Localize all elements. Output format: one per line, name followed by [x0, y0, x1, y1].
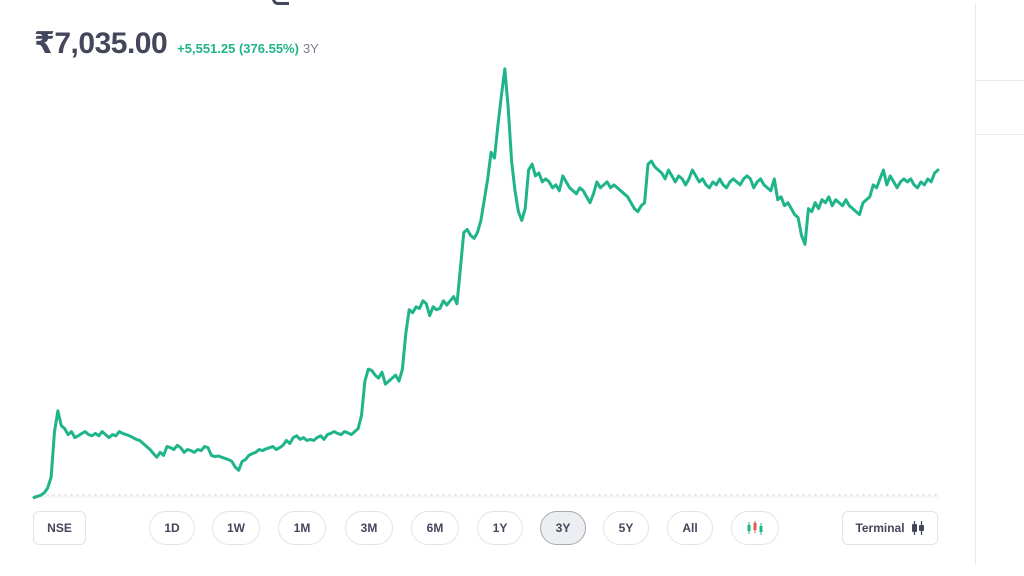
range-label: 3Y — [555, 521, 571, 535]
range-button-1y[interactable]: 1Y — [477, 511, 523, 545]
panel-divider — [976, 134, 1024, 135]
range-button-all[interactable]: All — [667, 511, 713, 545]
chart-type-button[interactable] — [731, 511, 779, 545]
range-label: 3M — [360, 521, 378, 535]
range-button-3y[interactable]: 3Y — [540, 511, 586, 545]
range-button-1d[interactable]: 1D — [149, 511, 195, 545]
range-button-6m[interactable]: 6M — [411, 511, 459, 545]
page-title-fragment — [272, 0, 289, 5]
range-button-1m[interactable]: 1M — [278, 511, 326, 545]
range-label: 6M — [426, 521, 444, 535]
price-change: +5,551.25 (376.55%) — [177, 41, 299, 56]
range-button-1w[interactable]: 1W — [212, 511, 260, 545]
range-label: 1D — [164, 521, 180, 535]
price-series-line — [32, 67, 940, 500]
candlestick-icon — [911, 520, 925, 536]
range-label: All — [682, 521, 698, 535]
range-label: 5Y — [618, 521, 634, 535]
range-button-3m[interactable]: 3M — [345, 511, 393, 545]
price-summary: ₹7,035.00 +5,551.25 (376.55%) 3Y — [34, 26, 319, 61]
terminal-button[interactable]: Terminal — [842, 511, 938, 545]
candlestick-icon — [746, 520, 764, 536]
range-label: 1Y — [492, 521, 508, 535]
range-button-5y[interactable]: 5Y — [603, 511, 649, 545]
change-period: 3Y — [302, 41, 319, 56]
right-side-panel — [975, 4, 1024, 564]
range-label: 1W — [227, 521, 245, 535]
price-line-chart[interactable] — [0, 0, 975, 576]
range-label: 1M — [293, 521, 311, 535]
terminal-label: Terminal — [855, 521, 905, 535]
current-price: ₹7,035.00 — [34, 27, 168, 60]
time-range-toolbar: NSE 1D 1W 1M 3M 6M 1Y 3Y 5Y All — [33, 511, 938, 545]
exchange-selector[interactable]: NSE — [33, 511, 86, 545]
panel-divider — [976, 80, 1024, 81]
exchange-label: NSE — [47, 521, 72, 535]
